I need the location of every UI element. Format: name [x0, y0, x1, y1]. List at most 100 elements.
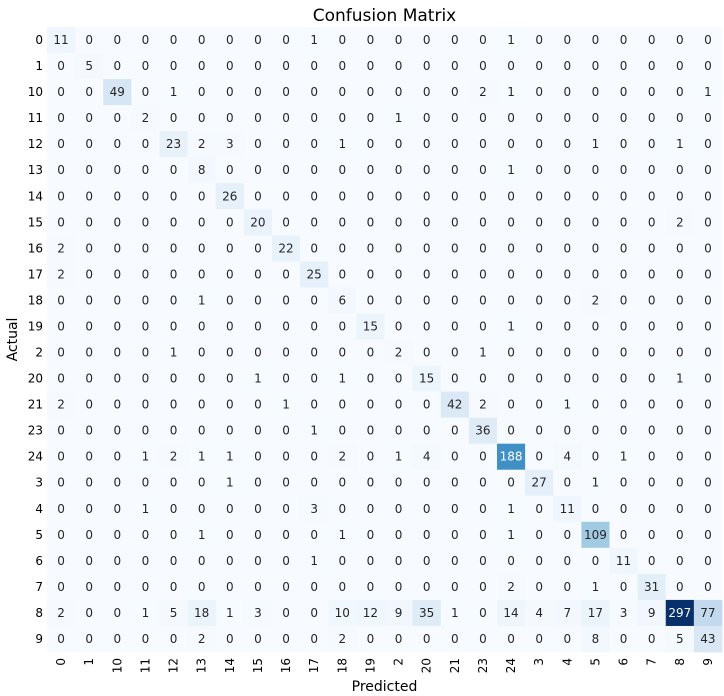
- heatmap-cell: [412, 391, 442, 419]
- heatmap-cell: [131, 573, 160, 601]
- heatmap-cell: [637, 391, 667, 419]
- heatmap-cell: [103, 287, 132, 314]
- cell-value: 0: [648, 398, 656, 412]
- heatmap-cell: [693, 521, 723, 549]
- heatmap-cell: [75, 183, 104, 210]
- cell-value: 2: [592, 293, 600, 307]
- cell-value: 0: [85, 372, 93, 386]
- heatmap-cell: [243, 313, 273, 340]
- cell-value: 0: [254, 580, 262, 594]
- cell-value: 8: [198, 163, 206, 177]
- heatmap-cell: [497, 547, 526, 575]
- heatmap-cell: [497, 53, 526, 80]
- cell-value: 3: [620, 606, 628, 620]
- heatmap-cell: [384, 573, 414, 601]
- heatmap-cell: [243, 53, 273, 80]
- y-tick-label: 10: [28, 85, 43, 99]
- cell-value: 0: [507, 398, 515, 412]
- cell-value: 0: [563, 293, 571, 307]
- heatmap-cell: [300, 521, 329, 549]
- cell-value: 0: [226, 85, 234, 99]
- heatmap-cell: [609, 625, 639, 653]
- cell-value: 0: [648, 137, 656, 151]
- cell-value: 0: [648, 241, 656, 255]
- heatmap-cell: [525, 209, 554, 236]
- cell-value: 3: [226, 137, 234, 151]
- heatmap-cell: [412, 313, 442, 340]
- heatmap-cell: [384, 131, 414, 158]
- cell-value: 0: [592, 450, 600, 464]
- cell-value: 0: [423, 267, 431, 281]
- heatmap-cell: [384, 469, 414, 497]
- cell-value: 0: [367, 85, 375, 99]
- cell-value: 2: [142, 111, 150, 125]
- cell-value: 5: [85, 59, 93, 73]
- cell-value: 0: [310, 85, 318, 99]
- cell-value: 0: [592, 163, 600, 177]
- cell-value: 0: [113, 632, 121, 646]
- cell-value: 0: [648, 85, 656, 99]
- cell-value: 0: [85, 580, 93, 594]
- heatmap-cell: [637, 209, 667, 236]
- cell-value: 0: [648, 632, 656, 646]
- cell-value: 1: [254, 372, 262, 386]
- heatmap-cell: [103, 313, 132, 340]
- heatmap-cell: [440, 235, 470, 262]
- cell-value: 0: [367, 580, 375, 594]
- heatmap-cell: [75, 27, 104, 54]
- heatmap-cell: [468, 53, 498, 80]
- heatmap-cell: [553, 235, 582, 262]
- heatmap-cell: [665, 547, 695, 575]
- y-tick-label: 8: [35, 606, 43, 620]
- cell-value: 0: [535, 319, 543, 333]
- cell-value: 0: [648, 476, 656, 490]
- heatmap-cell: [497, 391, 526, 419]
- heatmap-cell: [440, 183, 470, 210]
- cell-value: 0: [85, 450, 93, 464]
- cell-value: 0: [676, 476, 684, 490]
- cell-value: 0: [395, 189, 403, 203]
- cell-value: 0: [367, 398, 375, 412]
- cell-value: 0: [423, 476, 431, 490]
- heatmap-cell: [243, 469, 273, 497]
- heatmap-cell: [356, 287, 385, 314]
- heatmap-cell: [103, 27, 132, 54]
- cell-value: 0: [535, 372, 543, 386]
- heatmap-cell: [47, 287, 76, 314]
- heatmap-cell: [328, 521, 357, 549]
- heatmap-cell: [637, 157, 667, 184]
- heatmap-cell: [215, 365, 245, 392]
- cell-value: 0: [338, 580, 346, 594]
- heatmap-cell: [272, 287, 301, 314]
- heatmap-cell: [412, 183, 442, 210]
- cell-value: 0: [704, 554, 712, 568]
- cell-value: 0: [170, 111, 178, 125]
- cell-value: 0: [648, 528, 656, 542]
- cell-value: 0: [592, 319, 600, 333]
- heatmap-cell: [272, 131, 301, 158]
- heatmap-cell: [412, 261, 442, 288]
- cell-value: 0: [395, 554, 403, 568]
- heatmap-cell: [553, 599, 582, 627]
- heatmap-cell: [328, 183, 357, 210]
- heatmap-cell: [187, 313, 217, 340]
- heatmap-cell: [187, 53, 217, 80]
- heatmap-cell: [159, 391, 189, 419]
- cell-value: 0: [310, 450, 318, 464]
- cell-value: 0: [367, 632, 375, 646]
- cell-value: 0: [367, 346, 375, 360]
- heatmap-cell: [665, 469, 695, 497]
- heatmap-cell: [356, 391, 385, 419]
- cell-value: 1: [142, 450, 150, 464]
- cell-value: 0: [507, 241, 515, 255]
- cell-value: 0: [57, 215, 65, 229]
- cell-value: 1: [282, 398, 290, 412]
- cell-value: 1: [142, 502, 150, 516]
- heatmap-cell: [243, 599, 273, 627]
- heatmap-cell: [637, 599, 667, 627]
- cell-value: 0: [648, 319, 656, 333]
- heatmap-cell: [187, 209, 217, 236]
- y-axis-label: Actual: [5, 318, 21, 362]
- cell-value: 0: [592, 554, 600, 568]
- heatmap-cell: [609, 131, 639, 158]
